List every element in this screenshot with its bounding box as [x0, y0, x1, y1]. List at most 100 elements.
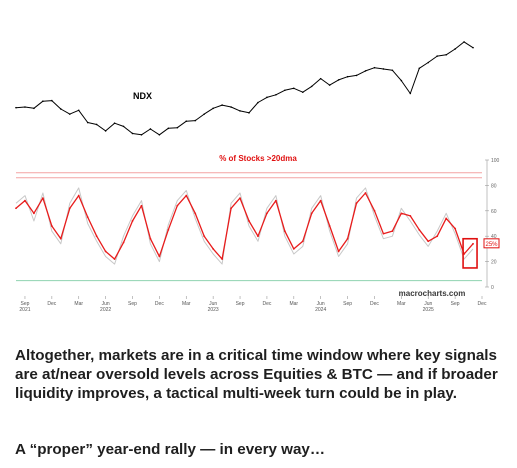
breadth-point [59, 237, 62, 240]
x-tick-month-label: Sep [343, 301, 352, 307]
ndx-point [266, 96, 268, 99]
breadth-point [391, 230, 394, 233]
x-tick-month-label: Dec [478, 301, 487, 307]
ndx-point [346, 75, 349, 78]
x-tick-month-label: Jun [317, 301, 325, 307]
ndx-point [463, 41, 465, 43]
ndx-point [15, 106, 17, 109]
ndx-point [158, 133, 161, 136]
breadth-point [131, 220, 134, 222]
x-tick-month-label: Dec [47, 301, 56, 307]
breadth-point [418, 228, 421, 231]
ndx-point [445, 53, 447, 56]
ndx-point [221, 104, 223, 106]
ndx-line [15, 41, 474, 136]
ndx-point [230, 106, 232, 108]
ndx-point [33, 107, 35, 110]
breadth-point [50, 225, 53, 227]
breadth-point [445, 217, 448, 220]
ndx-point [328, 84, 331, 86]
ndx-point [248, 112, 250, 114]
ndx-point [382, 68, 385, 70]
ndx-point [454, 48, 456, 50]
x-tick-month-label: Mar [182, 301, 191, 307]
ndx-panel [15, 41, 474, 136]
ndx-point [293, 87, 295, 90]
breadth-point [104, 250, 107, 253]
ndx-point [301, 91, 304, 93]
ndx-point [176, 126, 179, 129]
breadth-point [266, 212, 268, 215]
breadth-point [149, 237, 152, 240]
ndx-point [167, 127, 170, 130]
ndx-point [427, 61, 430, 64]
y-tick-label: 100 [491, 158, 500, 164]
caption-paragraph-1: Altogether, markets are in a critical ti… [15, 347, 498, 403]
x-tick-year-label: 2023 [208, 307, 219, 313]
ndx-point [51, 99, 53, 102]
x-tick-month-label: Jun [424, 301, 432, 307]
ndx-point [436, 55, 438, 57]
ndx-point [42, 100, 44, 103]
breadth-point [140, 204, 143, 207]
x-tick-month-label: Sep [128, 301, 137, 307]
breadth-point [77, 194, 80, 197]
y-tick-label: 60 [491, 209, 497, 215]
breadth-point [33, 212, 35, 215]
breadth-point [212, 248, 215, 250]
breadth-point [158, 255, 161, 258]
highlight-box [462, 237, 478, 269]
watermark-text: macrocharts.com [399, 289, 466, 298]
breadth-point [346, 237, 349, 240]
ndx-point [355, 74, 358, 77]
ndx-point [104, 130, 107, 132]
breadth-chart-title: % of Stocks >20dma [219, 154, 297, 163]
breadth-point [427, 240, 430, 243]
x-tick-year-label: 2021 [19, 307, 30, 313]
caption-paragraph-2: A “proper” year-end rally — in every way… [15, 441, 326, 458]
ndx-point [86, 121, 89, 124]
breadth-point [400, 212, 403, 215]
breadth-point [257, 235, 259, 238]
x-tick-year-label: 2022 [100, 307, 111, 313]
ndx-point [239, 110, 241, 112]
current-value-tag [483, 238, 500, 249]
ndx-point [319, 77, 322, 80]
breadth-point [239, 197, 241, 200]
x-tick-month-label: Dec [262, 301, 271, 307]
ndx-point [131, 132, 134, 135]
y-tick-label: 0 [491, 285, 494, 291]
ndx-point [194, 119, 197, 122]
x-tick-month-label: Sep [21, 301, 30, 307]
breadth-point [472, 242, 474, 245]
breadth-point [382, 232, 385, 235]
breadth-red-line [15, 192, 474, 260]
ndx-point [140, 133, 143, 136]
x-tick-year-label: 2024 [315, 307, 326, 313]
breadth-point [230, 207, 232, 210]
breadth-point [176, 204, 179, 207]
ndx-point [400, 79, 403, 82]
x-tick-month-label: Mar [397, 301, 406, 307]
breadth-point [310, 212, 313, 215]
breadth-point [122, 241, 125, 244]
breadth-grey-line [15, 187, 474, 265]
breadth-point [436, 235, 439, 238]
x-tick-month-label: Mar [289, 301, 298, 307]
ndx-point [391, 69, 394, 72]
breadth-point [194, 212, 197, 215]
breadth-point [86, 216, 89, 219]
ndx-point [149, 128, 152, 130]
ndx-point [373, 66, 376, 69]
ndx-point [409, 92, 412, 95]
ndx-point [113, 122, 116, 124]
breadth-point [95, 235, 98, 238]
breadth-point [167, 228, 170, 231]
breadth-point [185, 194, 188, 197]
breadth-point [292, 248, 295, 250]
ndx-point [185, 120, 188, 123]
ndx-point [337, 79, 340, 81]
breadth-point [15, 207, 17, 210]
